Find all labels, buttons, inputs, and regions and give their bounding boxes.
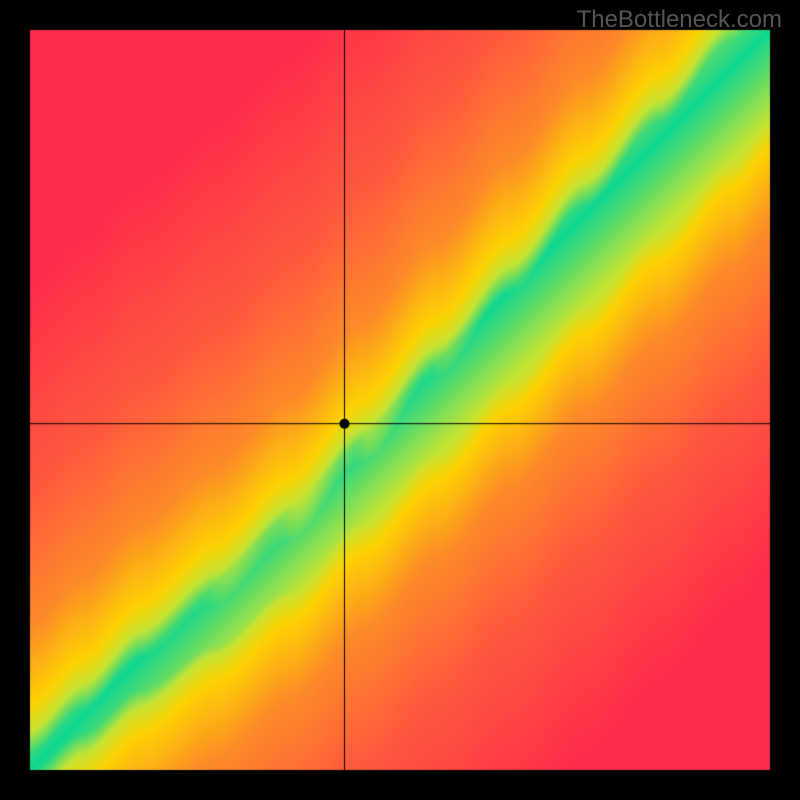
watermark-text: TheBottleneck.com	[577, 6, 782, 34]
heatmap-canvas	[0, 0, 800, 800]
chart-container: TheBottleneck.com	[0, 0, 800, 800]
